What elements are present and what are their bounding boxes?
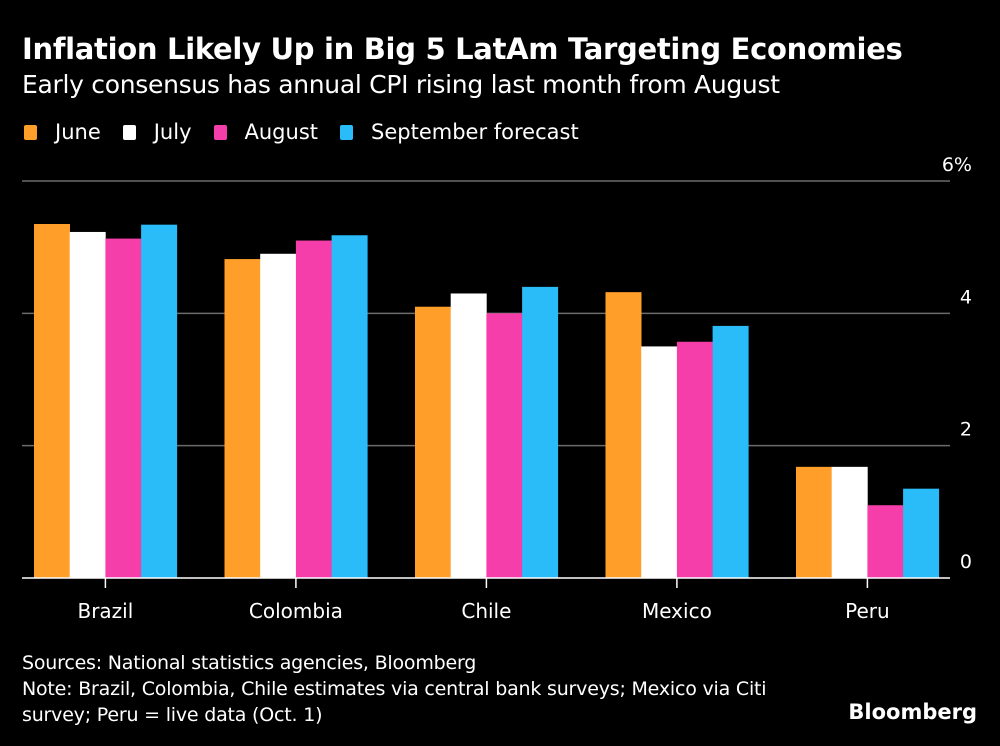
bar-peru-august — [867, 505, 904, 578]
y-tick-label: 0 — [960, 551, 972, 573]
bar-chile-september-forecast — [522, 286, 559, 578]
bar-colombia-july — [260, 253, 297, 579]
bar-mexico-july — [641, 346, 678, 578]
bar-chile-july — [450, 293, 487, 578]
x-tick-label: Mexico — [642, 599, 712, 623]
bar-mexico-august — [676, 341, 713, 578]
bar-mexico-june — [605, 292, 642, 578]
legend-label-august: August — [244, 120, 319, 144]
bar-peru-july — [831, 466, 868, 578]
bar-brazil-august — [105, 238, 142, 578]
legend-label-september-forecast: September forecast — [371, 120, 579, 144]
y-tick-label: 2 — [960, 419, 972, 441]
legend-item-june: June — [24, 120, 101, 144]
legend-item-september-forecast: September forecast — [340, 120, 579, 144]
bars — [34, 224, 940, 579]
legend-swatch-august — [213, 124, 227, 140]
x-axis-labels: Brazil Colombia Chile Mexico Peru — [77, 599, 889, 623]
bar-colombia-june — [224, 259, 261, 578]
sources-text: Sources: National statistics agencies, B… — [22, 652, 477, 674]
x-tick-label: Peru — [845, 599, 890, 623]
bloomberg-logo: Bloomberg — [848, 700, 977, 724]
bar-brazil-july — [69, 231, 106, 578]
bar-colombia-september-forecast — [331, 235, 368, 579]
footer: Sources: National statistics agencies, B… — [22, 650, 767, 728]
bar-peru-september-forecast — [903, 488, 940, 578]
legend-swatch-september-forecast — [340, 124, 353, 140]
legend-item-august: August — [213, 120, 319, 144]
chart-subtitle: Early consensus has annual CPI rising la… — [22, 70, 780, 99]
bar-mexico-september-forecast — [712, 325, 749, 578]
bar-brazil-june — [34, 224, 70, 578]
note-text-line1: Note: Brazil, Colombia, Chile estimates … — [22, 678, 767, 700]
y-tick-label: 6% — [942, 154, 972, 176]
y-tick-label: 4 — [960, 286, 972, 308]
note-text-line2: survey; Peru = live data (Oct. 1) — [22, 704, 323, 726]
x-tick-label: Colombia — [249, 599, 343, 623]
y-axis-ticks: 0 2 4 6% — [942, 154, 972, 573]
legend: June July August September forecast — [24, 120, 601, 144]
legend-item-july: July — [122, 120, 192, 144]
legend-swatch-june — [24, 124, 37, 140]
bar-chile-june — [415, 306, 451, 578]
bar-brazil-september-forecast — [141, 224, 178, 579]
legend-label-june: June — [55, 120, 101, 144]
x-tick-label: Brazil — [77, 599, 133, 623]
legend-swatch-july — [122, 124, 136, 140]
bar-peru-june — [796, 466, 832, 578]
bar-chile-august — [486, 313, 523, 578]
legend-label-july: July — [153, 120, 192, 144]
chart-title: Inflation Likely Up in Big 5 LatAm Targe… — [22, 32, 903, 66]
bar-colombia-august — [295, 240, 332, 579]
x-axis — [22, 577, 950, 588]
x-tick-label: Chile — [461, 599, 511, 623]
